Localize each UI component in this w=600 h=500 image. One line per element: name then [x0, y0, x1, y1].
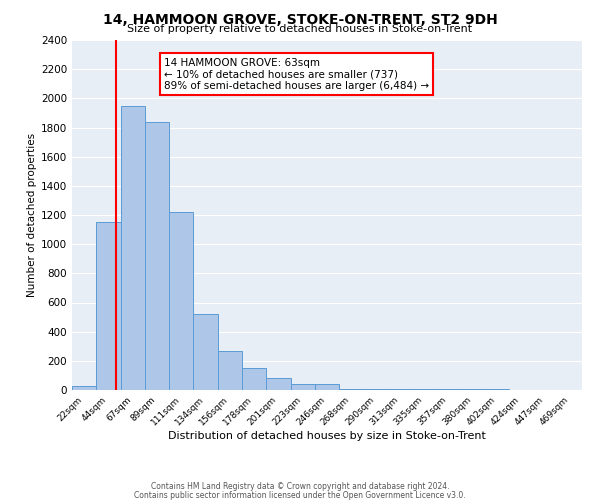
Bar: [242, 368, 266, 390]
Text: Size of property relative to detached houses in Stoke-on-Trent: Size of property relative to detached ho…: [127, 24, 473, 34]
Bar: [121, 106, 145, 390]
Bar: [339, 388, 364, 390]
Text: 14 HAMMOON GROVE: 63sqm
← 10% of detached houses are smaller (737)
89% of semi-d: 14 HAMMOON GROVE: 63sqm ← 10% of detache…: [164, 58, 429, 90]
X-axis label: Distribution of detached houses by size in Stoke-on-Trent: Distribution of detached houses by size …: [168, 431, 486, 441]
Text: Contains HM Land Registry data © Crown copyright and database right 2024.: Contains HM Land Registry data © Crown c…: [151, 482, 449, 491]
Bar: [315, 384, 339, 390]
Bar: [266, 378, 290, 390]
Bar: [193, 314, 218, 390]
Bar: [145, 122, 169, 390]
Bar: [96, 222, 121, 390]
Bar: [436, 388, 461, 390]
Bar: [72, 386, 96, 390]
Text: 14, HAMMOON GROVE, STOKE-ON-TRENT, ST2 9DH: 14, HAMMOON GROVE, STOKE-ON-TRENT, ST2 9…: [103, 12, 497, 26]
Bar: [388, 388, 412, 390]
Bar: [290, 384, 315, 390]
Text: Contains public sector information licensed under the Open Government Licence v3: Contains public sector information licen…: [134, 490, 466, 500]
Bar: [412, 388, 436, 390]
Y-axis label: Number of detached properties: Number of detached properties: [27, 133, 37, 297]
Bar: [218, 352, 242, 390]
Bar: [461, 388, 485, 390]
Bar: [364, 388, 388, 390]
Bar: [169, 212, 193, 390]
